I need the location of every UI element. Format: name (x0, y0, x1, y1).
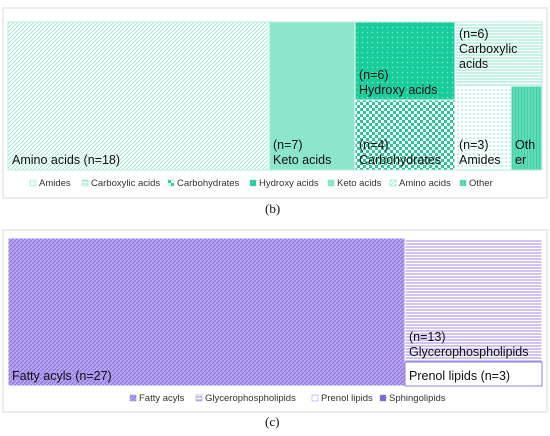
legend-label-glycerophospholipids: Glycerophospholipids (205, 393, 296, 404)
cell-label-amides: (n=3) Amides (459, 138, 501, 167)
legend-swatch-prenol-lipids (311, 394, 319, 402)
legend-swatch-other (459, 179, 467, 187)
cell-label-carboxylic-acids: (n=6) Carboxylic acids (459, 27, 517, 71)
legend-swatch-fatty-acyls (129, 394, 137, 402)
legend-swatch-sphingolipids (379, 394, 387, 402)
treemap-b-border (7, 21, 543, 171)
cell-label-keto-acids: (n=7) Keto acids (273, 138, 331, 167)
cell-keto-acids (268, 21, 356, 171)
cell-hydroxy-acids (354, 21, 456, 101)
cell-amino-acids (7, 21, 270, 171)
cell-label-other: Oth er (515, 138, 535, 167)
legend-label-other: Other (469, 178, 493, 189)
cell-label-amino-acids: Amino acids (n=18) (12, 153, 120, 167)
caption-b: (b) (265, 201, 281, 216)
legend-label-hydroxy-acids: Hydroxy acids (259, 178, 319, 189)
caption-c: (c) (265, 414, 280, 429)
legend-swatch-carboxylic-acids (81, 179, 89, 187)
cell-fatty-acyls (7, 237, 406, 387)
legend-label-carbohydrates: Carbohydrates (177, 178, 240, 189)
treemap-c: Fatty acyls (n=27) (n=13) Glycerophospholi… (7, 237, 543, 387)
cell-label-prenol-lipids: Prenol lipids (n=3) (409, 369, 510, 383)
legend-label-amino-acids: Amino acids (399, 178, 451, 189)
cell-label-carbohydrates: (n=4) Carbohydrates (359, 138, 441, 167)
legend-label-carboxylic-acids: Carboxylic acids (91, 178, 160, 189)
legend-label-keto-acids: Keto acids (337, 178, 382, 189)
legend-label-amides: Amides (39, 178, 71, 189)
cell-label-hydroxy-acids: (n=6) Hydroxy acids (359, 68, 438, 97)
legend-b: Amides Carboxylic acids Carbohydrates Hydro… (29, 178, 493, 189)
cell-label-fatty-acyls: Fatty acyls (n=27) (12, 369, 112, 383)
legend-swatch-amides (29, 179, 37, 187)
cell-other (510, 85, 543, 171)
legend-swatch-amino-acids (389, 179, 397, 187)
legend-swatch-glycerophospholipids (195, 394, 203, 402)
cell-prenol-border (404, 361, 543, 387)
legend-label-prenol-lipids: Prenol lipids (321, 393, 373, 404)
cell-carboxylic-acids (454, 21, 543, 87)
legend-swatch-carbohydrates (167, 179, 175, 187)
legend-swatch-keto-acids (327, 179, 335, 187)
legend-c: Fatty acyls Glycerophospholipids Prenol li… (129, 393, 446, 404)
legend-label-sphingolipids: Sphingolipids (389, 393, 446, 404)
cell-carbohydrates (354, 99, 456, 171)
treemap-b: Amino acids (n=18) (n=7) Keto acids (n=6) Hy… (7, 21, 543, 171)
cell-glycerophospholipids (404, 237, 543, 363)
cell-label-glycerophospholipids: (n=13) Glycerophospholipids (409, 330, 529, 359)
legend-label-fatty-acyls: Fatty acyls (139, 393, 185, 404)
legend-swatch-hydroxy-acids (249, 179, 257, 187)
